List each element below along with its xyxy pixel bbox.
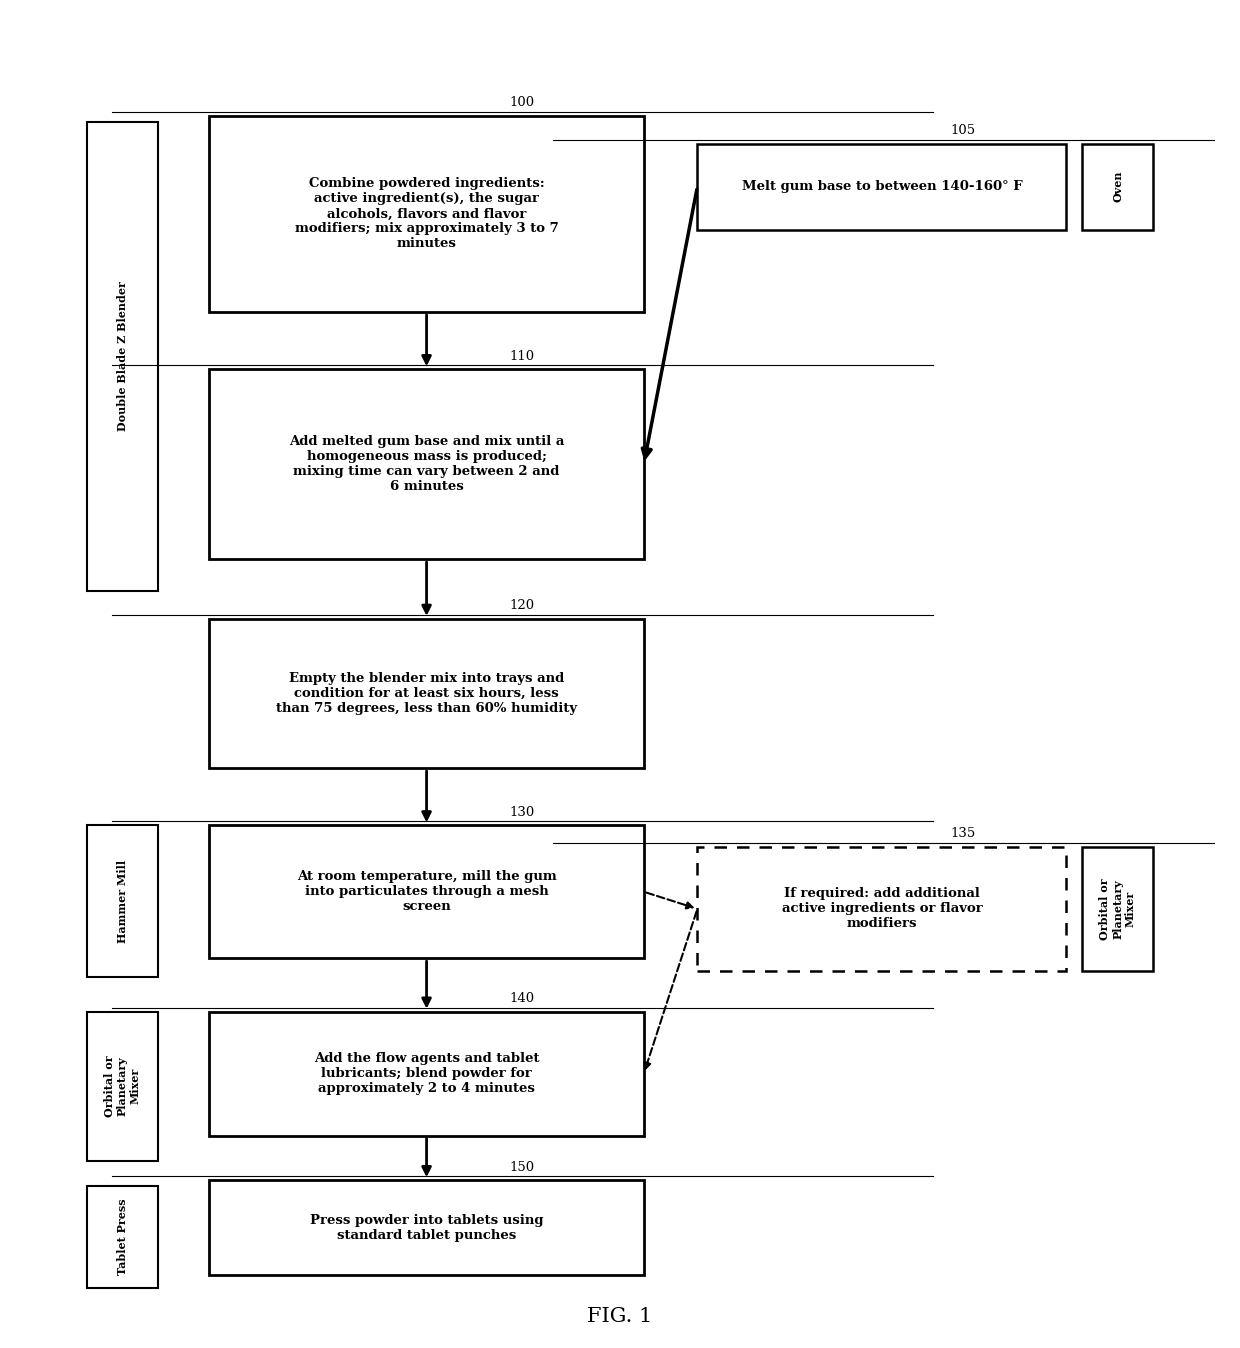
FancyBboxPatch shape	[210, 369, 644, 559]
FancyBboxPatch shape	[87, 1011, 159, 1161]
FancyBboxPatch shape	[210, 1011, 644, 1135]
Text: Add the flow agents and tablet
lubricants; blend powder for
approximately 2 to 4: Add the flow agents and tablet lubricant…	[314, 1051, 539, 1095]
Text: 105: 105	[951, 124, 976, 137]
Text: 150: 150	[510, 1161, 534, 1174]
Text: Oven: Oven	[1112, 171, 1123, 202]
FancyBboxPatch shape	[87, 825, 159, 977]
Text: Add melted gum base and mix until a
homogeneous mass is produced;
mixing time ca: Add melted gum base and mix until a homo…	[289, 435, 564, 493]
FancyBboxPatch shape	[210, 116, 644, 313]
Text: Empty the blender mix into trays and
condition for at least six hours, less
than: Empty the blender mix into trays and con…	[277, 671, 577, 714]
FancyBboxPatch shape	[87, 121, 159, 590]
Text: Double Blade Z Blender: Double Blade Z Blender	[117, 282, 128, 431]
Text: Hammer Mill: Hammer Mill	[117, 860, 128, 942]
Text: 130: 130	[510, 806, 534, 818]
Text: Melt gum base to between 140-160° F: Melt gum base to between 140-160° F	[742, 181, 1022, 193]
Text: 120: 120	[510, 600, 534, 612]
Text: 110: 110	[510, 349, 534, 363]
Text: 135: 135	[950, 828, 976, 840]
Text: Tablet Press: Tablet Press	[117, 1198, 128, 1275]
FancyBboxPatch shape	[87, 1186, 159, 1287]
Text: Press powder into tablets using
standard tablet punches: Press powder into tablets using standard…	[310, 1213, 543, 1242]
Text: If required: add additional
active ingredients or flavor
modifiers: If required: add additional active ingre…	[781, 887, 982, 930]
Text: 100: 100	[510, 96, 534, 109]
FancyBboxPatch shape	[1081, 847, 1153, 971]
FancyBboxPatch shape	[210, 825, 644, 958]
FancyBboxPatch shape	[697, 847, 1066, 971]
FancyBboxPatch shape	[697, 143, 1066, 229]
Text: FIG. 1: FIG. 1	[588, 1306, 652, 1325]
Text: At room temperature, mill the gum
into particulates through a mesh
screen: At room temperature, mill the gum into p…	[296, 871, 557, 913]
FancyBboxPatch shape	[210, 1180, 644, 1275]
Text: 140: 140	[510, 992, 534, 1006]
Text: Combine powdered ingredients:
active ingredient(s), the sugar
alcohols, flavors : Combine powdered ingredients: active ing…	[295, 178, 558, 251]
Text: Orbital or
Planetary
Mixer: Orbital or Planetary Mixer	[104, 1055, 140, 1117]
Text: Orbital or
Planetary
Mixer: Orbital or Planetary Mixer	[1100, 878, 1136, 940]
FancyBboxPatch shape	[210, 619, 644, 768]
FancyBboxPatch shape	[1081, 143, 1153, 229]
